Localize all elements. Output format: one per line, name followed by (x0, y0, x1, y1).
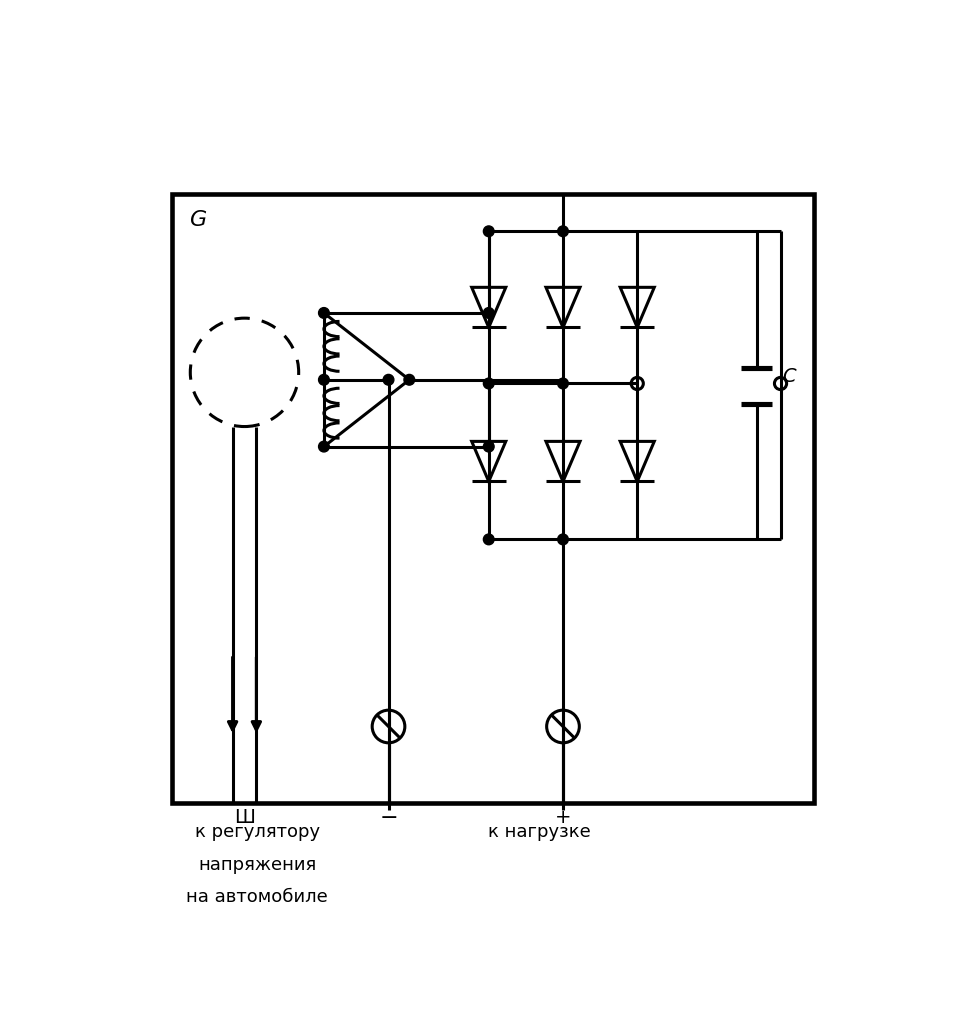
Text: C: C (782, 368, 796, 386)
Circle shape (484, 441, 494, 452)
Text: G: G (191, 211, 208, 230)
Text: Ш: Ш (234, 808, 255, 827)
Bar (171, 195, 814, 803)
Circle shape (484, 378, 494, 389)
Circle shape (319, 441, 330, 452)
Circle shape (484, 535, 494, 545)
Text: +: + (555, 808, 571, 827)
Circle shape (319, 307, 330, 318)
Circle shape (383, 375, 394, 385)
Circle shape (484, 307, 494, 318)
Circle shape (319, 375, 330, 385)
Text: −: − (379, 808, 398, 828)
Text: к нагрузке: к нагрузке (488, 823, 591, 841)
Circle shape (558, 378, 568, 389)
Circle shape (558, 226, 568, 237)
Circle shape (484, 226, 494, 237)
Circle shape (404, 375, 415, 385)
Text: к регулятору
напряжения
на автомобиле: к регулятору напряжения на автомобиле (186, 823, 328, 906)
Circle shape (558, 535, 568, 545)
